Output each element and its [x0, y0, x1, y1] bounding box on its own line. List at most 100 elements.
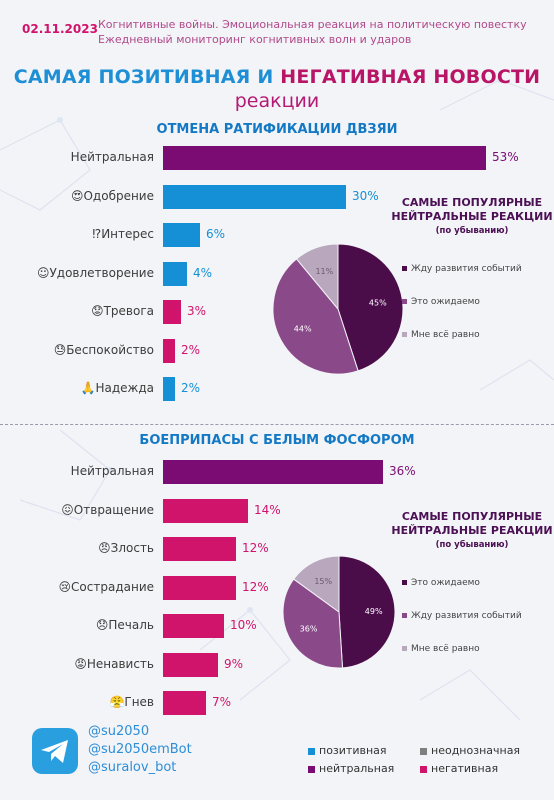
pie-chart-2-slice-1	[283, 578, 344, 668]
bar-chart-1-label-1: 😍Одобрение	[70, 188, 154, 203]
bar-chart-2-bar-2	[163, 537, 236, 561]
bar-chart-2-value-3: 12%	[242, 579, 269, 594]
bar-chart-2-value-0: 36%	[389, 464, 416, 478]
bar-chart-2-value-5: 9%	[224, 656, 244, 671]
handle-suralov-bot[interactable]: @suralov_bot	[88, 760, 177, 775]
bar-chart-1-value-3: 4%	[193, 265, 213, 280]
pie-chart-2-legend-swatch-2	[402, 646, 407, 651]
legend-ambiguous: неоднозначная	[420, 744, 520, 757]
bar-chart-2-bar-6	[163, 691, 206, 715]
bar-chart-2-bar-1	[163, 498, 248, 523]
bar-chart-1-value-0: 53%	[492, 150, 519, 164]
pie-chart-1-legend-swatch-2	[402, 332, 407, 337]
bar-chart-2-bar-4	[163, 614, 224, 638]
pie-chart-2-slice-label-0: 49%	[365, 607, 383, 616]
bar-chart-1-label-3: ☺Удовлетворение	[36, 265, 154, 280]
pie-chart-1-slice-label-0: 45%	[369, 299, 387, 308]
title-part2: НОВОСТИ	[426, 66, 541, 88]
pie-chart-1-slice-0	[337, 244, 403, 372]
bar-chart-1-value-5: 2%	[181, 342, 201, 357]
bar-chart-1-value-2: 6%	[206, 227, 226, 241]
bar-chart-2-label-2: 😠Злость	[98, 541, 154, 555]
title-part1: САМАЯ	[13, 66, 99, 88]
bar-chart-2-label-1: 😖Отвращение	[61, 502, 154, 517]
bar-chart-1-bar-3	[163, 261, 187, 286]
pie-1-title-line2: НЕЙТРАЛЬНЫЕ РЕАКЦИИ	[391, 210, 553, 223]
pie-chart-1-slice-label-1: 44%	[294, 324, 312, 333]
bar-chart-2-bar-5	[163, 652, 218, 677]
bar-chart-2-label-3: 😢Сострадание	[58, 579, 154, 594]
bar-chart-1-value-1: 30%	[352, 188, 379, 203]
legend-neutral-swatch	[308, 765, 315, 773]
bar-chart-2-label-6: 😤Гнев	[109, 695, 154, 709]
pie-chart-2: 49% 36% 15%	[283, 556, 395, 668]
legend-positive: позитивная	[308, 744, 387, 757]
pie-chart-2-slice-label-2: 15%	[314, 577, 332, 586]
bar-chart-1-label-4: 😟Тревога	[91, 304, 154, 318]
pie-chart-1-legend-item-1: Это ожидаемо	[402, 297, 480, 307]
bar-chart-1-label-2: ⁉Интерес	[92, 227, 154, 241]
page-title: САМАЯ ПОЗИТИВНАЯ И НЕГАТИВНАЯ НОВОСТИ	[0, 66, 554, 88]
bar-chart-2-label-0: Нейтральная	[70, 464, 154, 478]
pie-2-title-line1: САМЫЕ ПОПУЛЯРНЫЕ	[401, 510, 543, 523]
pie-chart-2-legend-item-0: Это ожидаемо	[402, 578, 480, 588]
section-2-title: БОЕПРИПАСЫ С БЕЛЫМ ФОСФОРОМ	[139, 433, 415, 448]
bar-chart-1-bar-6	[163, 377, 175, 401]
pie-chart-1-legend-swatch-0	[402, 266, 407, 271]
handle-su2050embot[interactable]: @su2050emBot	[88, 742, 192, 757]
bar-chart-2-bar-3	[163, 575, 236, 600]
pie-chart-1-slice-1	[273, 258, 359, 374]
pie-2-title-line2: НЕЙТРАЛЬНЫЕ РЕАКЦИИ	[391, 524, 553, 537]
legend-neutral: нейтральная	[308, 762, 394, 775]
pie-1-title-line1: САМЫЕ ПОПУЛЯРНЫЕ	[401, 196, 543, 209]
bar-chart-1-label-0: Нейтральная	[70, 150, 154, 164]
subtitle-line-1: Когнитивные войны. Эмоциональная реакция…	[98, 18, 527, 31]
page-title-line2: реакции	[234, 90, 320, 112]
bar-chart-2-value-4: 10%	[230, 618, 257, 632]
bar-chart-2-label-4: 😞Печаль	[95, 618, 154, 632]
pie-chart-2-slice-2	[292, 556, 340, 613]
section-1-title: ОТМЕНА РАТИФИКАЦИИ ДВЗЯИ	[156, 122, 398, 137]
bar-chart-1-bar-1	[163, 184, 346, 209]
pie-chart-1: 45% 44% 11%	[273, 244, 403, 374]
subtitle-line-2: Ежедневный мониторинг когнитивных волн и…	[98, 33, 412, 46]
bar-chart-2-value-6: 7%	[212, 695, 232, 709]
pie-chart-1-slice-2	[295, 244, 339, 311]
bar-chart-1-bar-2	[163, 223, 200, 247]
legend-positive-swatch	[308, 747, 315, 755]
legend-negative-swatch	[420, 765, 427, 773]
bar-chart-1-bar-5	[163, 338, 175, 363]
bar-chart-1-value-6: 2%	[181, 381, 201, 395]
bar-chart-2-value-2: 12%	[242, 541, 269, 555]
legend-negative: негативная	[420, 762, 498, 775]
title-mid: И	[250, 66, 281, 88]
bar-chart-2-label-5: 😡Ненависть	[74, 656, 154, 671]
pie-chart-2-legend-swatch-1	[402, 613, 407, 618]
pie-1-title-line3: (по убыванию)	[435, 226, 509, 236]
pie-chart-1-legend-item-2: Мне всё равно	[402, 330, 480, 340]
pie-chart-2-legend-item-2: Мне всё равно	[402, 644, 480, 654]
pie-2-title-line3: (по убыванию)	[435, 540, 509, 550]
bar-chart-1-label-6: 🙏Надежда	[80, 381, 154, 395]
pie-chart-1-legend-swatch-1	[402, 299, 407, 304]
pie-1-title: САМЫЕ ПОПУЛЯРНЫЕ НЕЙТРАЛЬНЫЕ РЕАКЦИИ (по…	[390, 196, 554, 238]
title-negative: НЕГАТИВНАЯ	[280, 66, 427, 88]
pie-2-title: САМЫЕ ПОПУЛЯРНЫЕ НЕЙТРАЛЬНЫЕ РЕАКЦИИ (по…	[390, 510, 554, 552]
pie-chart-1-slice-label-2: 11%	[315, 267, 333, 276]
telegram-icon[interactable]	[32, 728, 78, 774]
pie-chart-2-slice-0	[338, 556, 395, 668]
handle-su2050[interactable]: @su2050	[88, 724, 150, 739]
bar-chart-1-bar-4	[163, 300, 181, 324]
pie-chart-2-slice-label-1: 36%	[300, 625, 318, 634]
bar-chart-2-bar-0	[163, 460, 383, 484]
bar-chart-1-label-5: 😓Беспокойство	[53, 342, 154, 357]
pie-chart-2-legend-item-1: Жду развития событий	[402, 611, 522, 621]
bar-chart-1-value-4: 3%	[187, 304, 207, 318]
legend-ambiguous-swatch	[420, 747, 427, 755]
pie-chart-1-legend-item-0: Жду развития событий	[402, 264, 522, 274]
section-divider	[0, 424, 554, 425]
title-positive: ПОЗИТИВНАЯ	[98, 66, 251, 88]
bar-chart-1-bar-0	[163, 146, 486, 170]
pie-chart-2-legend-swatch-0	[402, 580, 407, 585]
